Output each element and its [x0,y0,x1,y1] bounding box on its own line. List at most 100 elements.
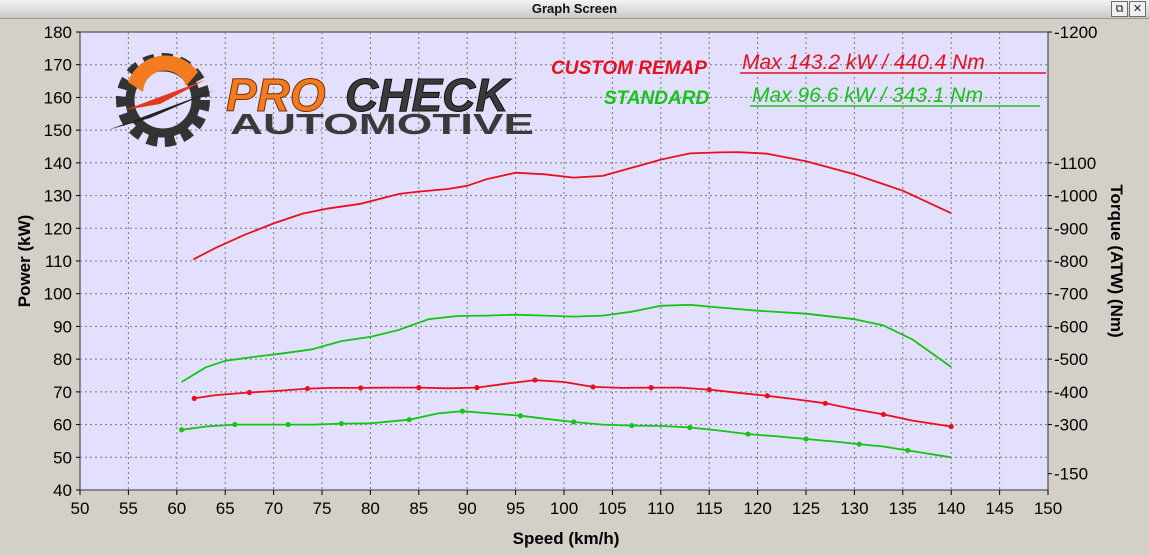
data-point [571,419,577,425]
data-point [517,413,524,419]
y2-axis-label: Torque (ATW) (Nm) [1107,184,1126,337]
x-tick-label: 145 [985,499,1013,518]
restore-icon[interactable]: ⧉ [1111,1,1128,17]
data-point [459,408,465,414]
data-point [416,385,422,391]
x-tick-label: 60 [167,499,186,518]
y2-tick-label: -400 [1054,383,1088,402]
data-point [246,389,252,396]
axes: 50 55 60 65 70 75 80 85 90 95 100 105 110 115 120 125 13… [44,23,1098,518]
y-tick-label: 130 [44,187,72,206]
x-tick-label: 85 [409,499,428,518]
x-tick-label: 110 [647,499,674,518]
y-tick-label: 120 [44,219,72,238]
data-point [191,395,197,401]
x-tick-label: 150 [1034,499,1062,518]
logo-check: CHECK [345,69,511,121]
data-point [764,393,770,399]
x-tick-label: 120 [743,499,771,518]
series-line-standard-power [181,303,952,383]
dyno-chart: 50 55 60 65 70 75 80 85 90 95 100 105 110 115 120 125 13… [15,23,1126,548]
y2-tick-label: -1000 [1054,187,1097,206]
grid [80,32,1048,490]
y2-tick-label: -1200 [1054,23,1097,42]
logo-automotive: AUTOMOTIVE [230,109,534,141]
y-axis-label: Power (kW) [15,215,34,308]
window-title: Graph Screen [531,1,618,16]
series-line-custom-remap-torque [194,379,952,428]
x-tick-label: 105 [598,499,626,518]
y2-tick-label: -700 [1054,285,1088,304]
y-tick-label: 50 [53,448,72,467]
data-point [822,400,828,406]
x-tick-label: 125 [792,499,820,518]
data-point [629,422,635,429]
data-point [856,441,862,447]
data-point [648,385,654,391]
x-tick-label: 140 [937,499,965,518]
series [179,151,954,459]
y-tick-label: 160 [44,88,72,107]
data-point [474,385,480,391]
x-tick-label: 55 [119,499,138,518]
data-point [406,417,412,423]
y-tick-label: 80 [53,350,72,369]
logo-pro: PRO [226,69,326,121]
y2-tick-label: -900 [1054,219,1088,238]
y2-tick-label: -1100 [1054,154,1096,173]
series-line-standard-torque [181,410,952,459]
y-tick-label: 40 [53,481,72,500]
legend-custom-name: CUSTOM REMAP [551,58,707,79]
data-point [803,436,809,442]
data-point [880,411,887,418]
x-tick-label: 115 [696,499,723,518]
y-tick-label: 150 [44,121,72,140]
data-point [948,423,954,430]
y-tick-label: 70 [53,383,72,402]
data-point [532,377,538,383]
y2-tick-label: -500 [1054,350,1088,369]
close-icon[interactable]: ✕ [1129,1,1146,17]
y-tick-label: 170 [44,56,72,75]
legend-standard-max: Max 96.6 kW / 343.1 Nm [752,84,983,107]
x-tick-label: 100 [550,499,578,518]
series-line-custom-remap-power [192,151,952,261]
x-tick-label: 95 [506,499,525,518]
gear-icon [108,53,215,147]
y2-tick-label: -800 [1054,252,1088,271]
data-point [905,447,911,454]
y-tick-label: 110 [45,252,72,271]
y2-tick-label: -300 [1054,416,1088,435]
data-point [232,421,238,428]
data-point [179,427,185,433]
y-tick-label: 90 [53,317,72,336]
data-point [304,385,311,392]
data-point [745,431,751,437]
x-tick-label: 80 [361,499,380,518]
x-tick-label: 70 [264,499,283,518]
data-point [706,386,712,393]
logo: PRO CHECK AUTOMOTIVE [108,53,534,147]
x-tick-label: 50 [71,499,90,518]
data-point [285,421,291,428]
data-point [338,420,344,427]
x-tick-label: 75 [313,499,332,518]
legend-custom-max: Max 143.2 kW / 440.4 Nm [742,51,985,74]
x-tick-label: 65 [216,499,235,518]
y2-tick-label: -150 [1054,465,1088,484]
x-tick-label: 135 [889,499,917,518]
y-tick-label: 100 [44,285,72,304]
y2-tick-label: -600 [1054,317,1088,336]
data-point [687,424,693,431]
title-bar: Graph Screen ⧉ ✕ [0,0,1149,19]
legend: CUSTOM REMAP Max 143.2 kW / 440.4 Nm STA… [551,51,1046,109]
data-point [590,384,596,390]
x-axis-label: Speed (km/h) [513,529,620,548]
x-tick-label: 130 [840,499,868,518]
data-point [358,385,364,391]
y-tick-label: 180 [44,23,72,42]
y-tick-label: 60 [53,416,72,435]
legend-standard-name: STANDARD [604,88,709,109]
y-tick-label: 140 [44,154,72,173]
